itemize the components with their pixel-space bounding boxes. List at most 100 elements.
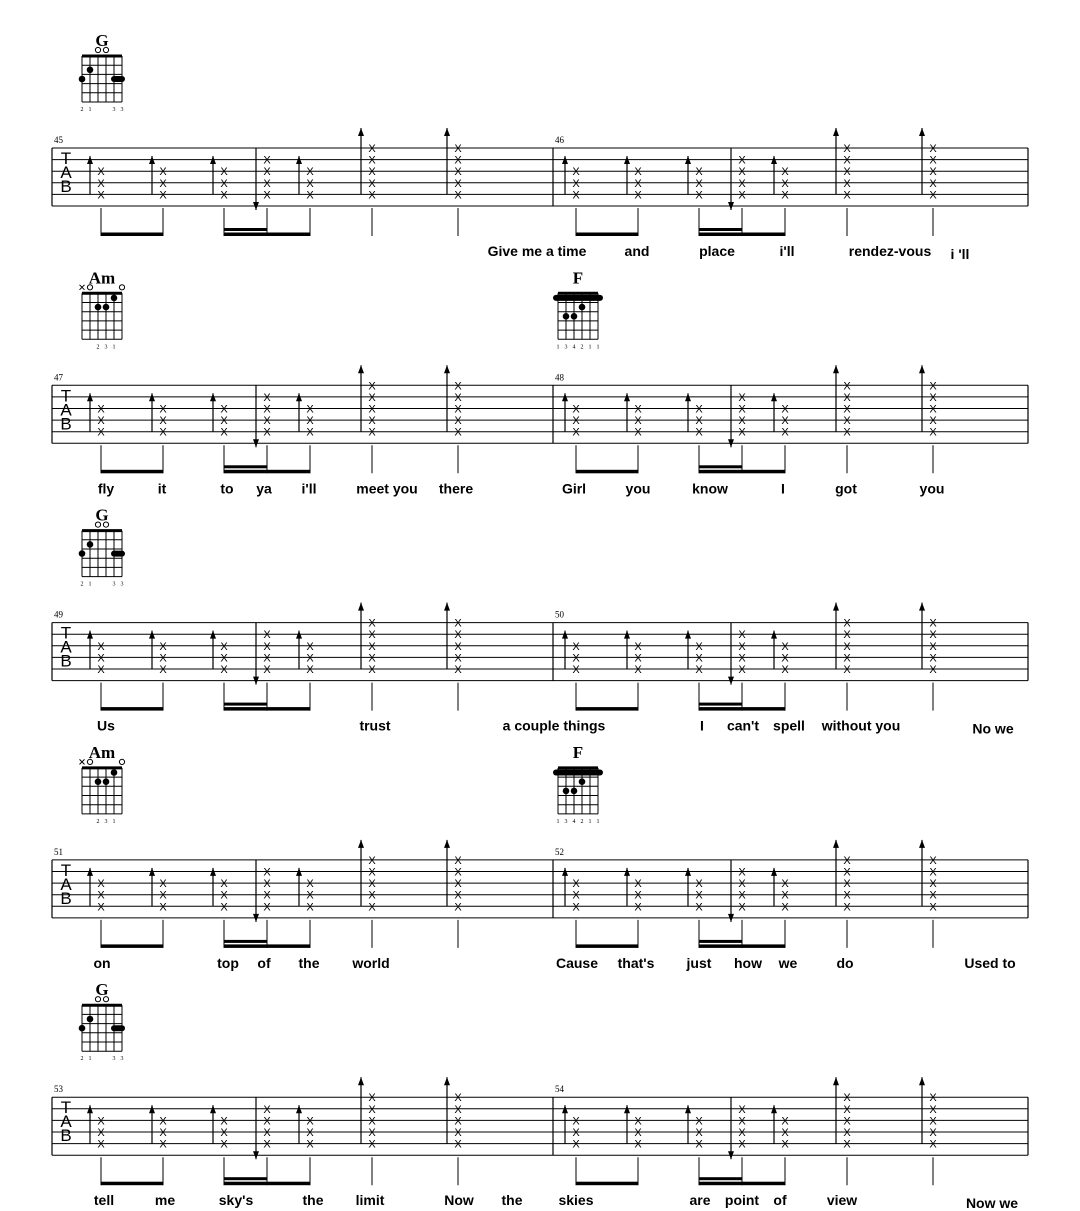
strum-mark: X [159, 641, 167, 653]
strum-mark: X [368, 1139, 376, 1151]
strum-mark: X [97, 890, 105, 902]
strum-up-arrow-icon [444, 602, 450, 611]
beam [699, 465, 742, 469]
strum-mark: X [843, 1092, 851, 1104]
finger-number: 3 [105, 819, 108, 825]
strum-mark: X [454, 380, 462, 392]
strum-mark: X [695, 1139, 703, 1151]
strum-mark: X [220, 189, 228, 201]
strum-mark: X [306, 901, 314, 913]
strum-mark: X [220, 664, 228, 676]
strum-mark: X [738, 404, 746, 416]
beam [224, 228, 267, 231]
strum-mark: X [929, 380, 937, 392]
strum-mark: X [263, 878, 271, 890]
strum-mark: X [97, 901, 105, 913]
strum-mark: X [738, 1127, 746, 1139]
finger-number: 3 [565, 344, 568, 350]
lyric-word: to [220, 480, 233, 496]
lyric-word: Now we [966, 1195, 1018, 1211]
finger-number: 1 [113, 819, 116, 825]
strum-mark: X [306, 178, 314, 190]
finger-number: 3 [105, 344, 108, 350]
strum-mark: X [843, 143, 851, 155]
strum-mark: X [263, 652, 271, 664]
beam [101, 1181, 163, 1186]
lyric-word: that's [618, 955, 655, 971]
strum-up-arrow-icon [210, 867, 216, 876]
muted-string-icon [79, 759, 85, 765]
strum-mark: X [781, 178, 789, 190]
strum-up-arrow-icon [685, 156, 691, 164]
strum-mark: X [929, 166, 937, 178]
strum-mark: X [97, 178, 105, 190]
strum-mark: X [781, 404, 789, 416]
strum-up-arrow-icon [562, 1105, 568, 1114]
lyric-word: i 'll [951, 246, 970, 262]
strum-mark: X [454, 427, 462, 439]
strum-mark: X [572, 189, 580, 201]
finger-dot-icon [94, 303, 102, 311]
strum-mark: X [454, 641, 462, 653]
finger-dot-icon [110, 294, 118, 302]
strum-mark: X [263, 178, 271, 190]
strum-mark: X [368, 629, 376, 641]
strum-mark: X [220, 178, 228, 190]
lyric-word: without you [821, 718, 901, 734]
strum-mark: X [97, 1139, 105, 1151]
strum-mark: X [929, 867, 937, 879]
strum-mark: X [306, 652, 314, 664]
chord-name: G [95, 506, 108, 525]
strum-mark: X [263, 392, 271, 404]
lyric-word: top [217, 955, 239, 971]
strum-mark: X [929, 1127, 937, 1139]
strum-up-arrow-icon [919, 128, 925, 136]
strum-mark: X [368, 1115, 376, 1127]
strum-down-arrow-icon [728, 1151, 734, 1160]
measure-number: 45 [54, 135, 64, 145]
strum-mark: X [738, 878, 746, 890]
finger-dot-icon [78, 1024, 86, 1032]
strum-mark: X [843, 629, 851, 641]
finger-number: 3 [121, 107, 124, 113]
system: Am2 3 1F1 3 4 2 1 1TAB47XXXXXXXXXXXXXXXXXXXXXXX… [51, 268, 1029, 496]
strum-mark: X [572, 415, 580, 427]
finger-number: 1 [89, 107, 92, 113]
strum-up-arrow-icon [685, 867, 691, 876]
lyric-word: trust [359, 718, 390, 734]
strum-mark: X [263, 404, 271, 416]
strum-mark: X [368, 178, 376, 190]
tab-clef-letter: T [61, 624, 71, 643]
strum-mark: X [97, 415, 105, 427]
strum-mark: X [306, 427, 314, 439]
strum-mark: X [738, 427, 746, 439]
strum-mark: X [454, 143, 462, 155]
strum-up-arrow-icon [919, 602, 925, 611]
open-string-icon [94, 46, 102, 54]
strum-mark: X [843, 618, 851, 630]
strum-mark: X [263, 641, 271, 653]
strum-mark: X [368, 664, 376, 676]
chord-diagram-g: G 2 1 3 3 [78, 506, 125, 588]
strum-down-arrow-icon [728, 676, 734, 685]
strum-mark: X [695, 652, 703, 664]
strum-mark: X [572, 652, 580, 664]
lyric-word: there [439, 480, 473, 496]
strum-mark: X [306, 404, 314, 416]
beam [101, 707, 163, 711]
beam [699, 944, 785, 948]
strum-mark: X [634, 189, 642, 201]
beam [576, 1181, 638, 1186]
strum-up-arrow-icon [685, 630, 691, 639]
strum-mark: X [263, 867, 271, 879]
strum-mark: X [572, 1139, 580, 1151]
strum-mark: X [929, 629, 937, 641]
strum-mark: X [368, 155, 376, 167]
strum-mark: X [843, 404, 851, 416]
strum-mark: X [843, 415, 851, 427]
strum-mark: X [97, 1115, 105, 1127]
strum-mark: X [929, 155, 937, 167]
lyric-word: Used to [964, 955, 1015, 971]
